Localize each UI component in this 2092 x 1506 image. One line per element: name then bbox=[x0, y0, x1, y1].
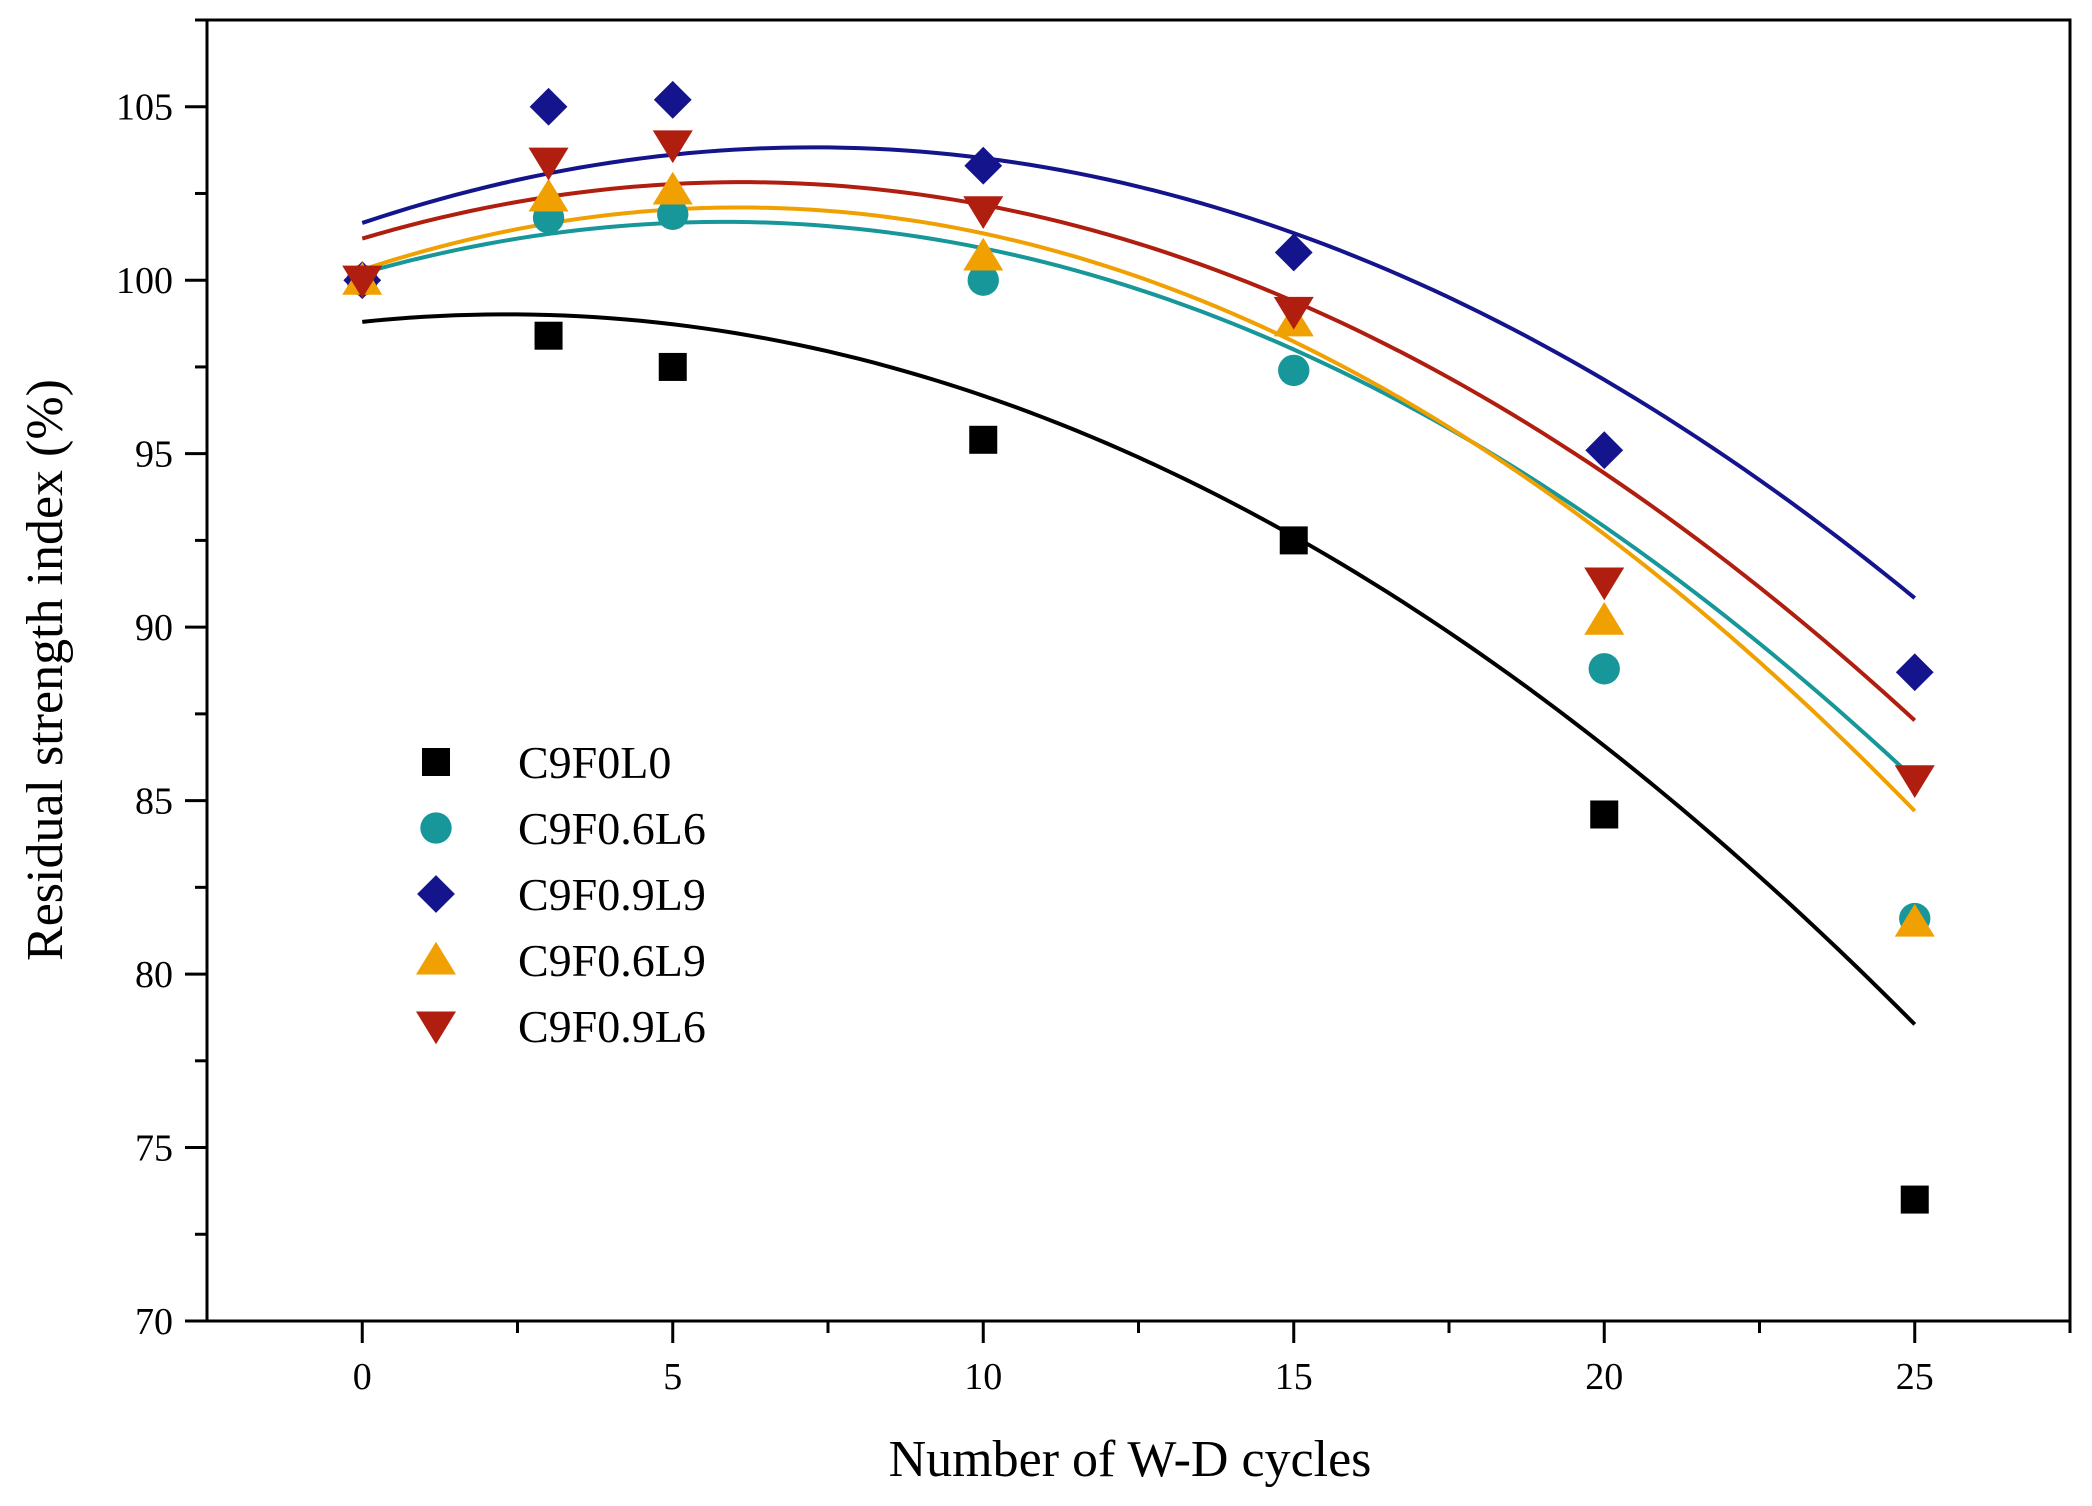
x-tick-label: 25 bbox=[1896, 1356, 1934, 1398]
legend-marker-C9F0.9L6 bbox=[415, 1011, 457, 1045]
y-tick-label: 80 bbox=[135, 954, 173, 996]
point-C9F0.6L6 bbox=[657, 198, 689, 230]
point-C9F0L0 bbox=[658, 352, 687, 381]
point-C9F0.9L6 bbox=[963, 196, 1004, 230]
point-C9F0.6L6 bbox=[1588, 653, 1620, 685]
point-C9F0.9L9 bbox=[1585, 431, 1624, 470]
legend-marker-C9F0.9L9 bbox=[417, 875, 455, 913]
point-C9F0.9L9 bbox=[653, 80, 692, 119]
fit-curves bbox=[361, 145, 1917, 1026]
point-C9F0.6L6 bbox=[967, 264, 999, 296]
y-tick-label: 90 bbox=[135, 607, 173, 649]
point-C9F0.9L6 bbox=[652, 130, 693, 164]
point-C9F0.6L9 bbox=[1894, 903, 1935, 937]
fit-curve-C9F0.9L9 bbox=[361, 145, 1917, 600]
point-C9F0L0 bbox=[969, 425, 998, 454]
legend-label: C9F0L0 bbox=[518, 737, 671, 788]
y-tick-label: 100 bbox=[116, 260, 173, 302]
legend-marker-C9F0.6L6 bbox=[420, 812, 452, 844]
legend-marker-C9F0.6L9 bbox=[415, 941, 457, 975]
x-axis-title: Number of W-D cycles bbox=[889, 1431, 1372, 1488]
point-C9F0.6L9 bbox=[528, 178, 569, 212]
point-C9F0.9L6 bbox=[1273, 296, 1314, 330]
point-C9F0L0 bbox=[1900, 1185, 1929, 1214]
point-C9F0L0 bbox=[534, 321, 563, 350]
legend-marker-C9F0L0 bbox=[422, 748, 450, 776]
point-C9F0.9L9 bbox=[1895, 653, 1934, 692]
legend-label: C9F0.6L6 bbox=[518, 803, 706, 854]
point-C9F0.9L9 bbox=[529, 87, 568, 126]
legend-label: C9F0.9L6 bbox=[518, 1001, 706, 1052]
y-axis-title: Residual strength index (%) bbox=[17, 379, 74, 961]
legend-label: C9F0.9L9 bbox=[518, 869, 706, 920]
data-points bbox=[342, 80, 1935, 1214]
x-tick-label: 20 bbox=[1585, 1356, 1623, 1398]
point-C9F0.9L9 bbox=[964, 146, 1003, 185]
x-tick-label: 10 bbox=[964, 1356, 1002, 1398]
point-C9F0L0 bbox=[1590, 800, 1619, 829]
y-tick-label: 105 bbox=[116, 87, 173, 129]
point-C9F0.6L9 bbox=[1584, 601, 1625, 635]
point-C9F0.6L9 bbox=[963, 237, 1004, 271]
y-tick-label: 75 bbox=[135, 1128, 173, 1170]
x-tick-label: 15 bbox=[1275, 1356, 1313, 1398]
fit-curve-C9F0.6L6 bbox=[361, 219, 1917, 781]
legend: C9F0L0 C9F0.6L6 C9F0.9L9 C9F0.6L9 C9F0.9L6 bbox=[415, 737, 706, 1052]
fit-curve-C9F0.6L9 bbox=[361, 205, 1917, 813]
point-C9F0.6L6 bbox=[1278, 354, 1310, 387]
point-C9F0L0 bbox=[1279, 526, 1308, 555]
y-tick-label: 95 bbox=[135, 434, 173, 476]
point-C9F0.9L9 bbox=[1274, 233, 1313, 272]
axis-tick-labels: 0 5 10 15 20 25 70 75 80 85 90 95 100 105 bbox=[116, 87, 1934, 1398]
point-C9F0.9L6 bbox=[1584, 567, 1625, 601]
x-tick-label: 0 bbox=[353, 1356, 372, 1398]
legend-label: C9F0.6L9 bbox=[518, 935, 706, 986]
fit-curve-C9F0.9L6 bbox=[361, 180, 1917, 722]
point-C9F0.9L6 bbox=[1894, 765, 1935, 798]
point-C9F0.9L6 bbox=[342, 265, 383, 299]
fit-curve-C9F0L0 bbox=[362, 312, 1917, 1026]
x-tick-label: 5 bbox=[663, 1356, 682, 1398]
point-C9F0.6L9 bbox=[652, 171, 693, 205]
y-tick-label: 85 bbox=[135, 781, 173, 823]
y-tick-label: 70 bbox=[135, 1301, 173, 1343]
point-C9F0.9L6 bbox=[528, 147, 569, 181]
axis-ticks bbox=[185, 18, 2072, 1343]
